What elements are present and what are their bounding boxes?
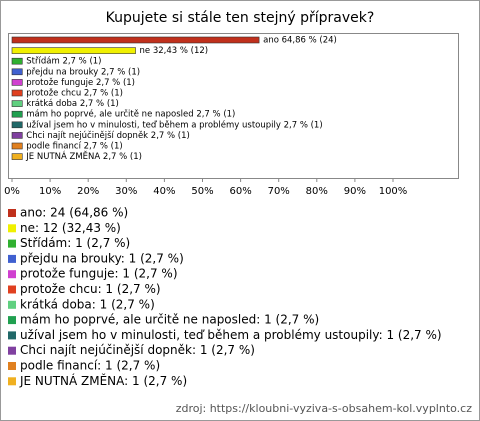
bar (11, 100, 23, 107)
x-tick-label: 50% (191, 186, 213, 197)
bar (11, 110, 23, 118)
legend-label: podle financí: 1 (2,7 %) (20, 359, 160, 373)
value-label: podle financí 2,7 % (1) (26, 142, 122, 152)
bar (11, 121, 23, 129)
bar (11, 153, 23, 160)
legend-swatch (8, 239, 16, 248)
x-tick-label: 100% (379, 186, 408, 197)
value-label: krátká doba 2,7 % (1) (26, 99, 119, 109)
legend-swatch (8, 254, 16, 263)
x-tick-label: 40% (153, 186, 175, 197)
legend-label: mám ho poprvé, ale určitě ne naposled: 1… (20, 313, 319, 327)
legend-label: protože chcu: 1 (2,7 %) (20, 282, 161, 296)
legend-label: ano: 24 (64,86 %) (20, 206, 128, 220)
bar (11, 57, 23, 65)
value-label: protože funguje 2,7 % (1) (26, 78, 135, 88)
bar (11, 36, 260, 44)
bar (11, 47, 136, 54)
value-label: Střídám 2,7 % (1) (26, 57, 101, 67)
bar (11, 142, 23, 150)
x-tick-label: 60% (229, 186, 251, 197)
value-label: ne 32,43 % (12) (140, 46, 209, 56)
legend-label: JE NUTNÁ ZMĚNA: 1 (2,7 %) (19, 373, 187, 388)
legend-label: přejdu na brouky: 1 (2,7 %) (20, 251, 184, 265)
legend-label: Chci najít nejúčinější dopněk: 1 (2,7 %) (20, 343, 255, 357)
legend-swatch (8, 362, 16, 370)
bar (11, 68, 23, 76)
legend-label: užíval jsem ho v minulosti, teď během a … (20, 328, 442, 342)
x-tick-label: 30% (115, 186, 137, 197)
bar (11, 89, 23, 97)
source: zdroj: https://kloubni-vyziva-s-obsahem-… (176, 402, 473, 415)
x-tick-label: 20% (77, 186, 99, 197)
bar (11, 79, 23, 86)
x-tick-label: 10% (39, 186, 61, 197)
value-label: přejdu na brouky 2,7 % (1) (26, 67, 140, 77)
legend-swatch (8, 377, 16, 386)
legend-swatch (8, 316, 16, 325)
legend-swatch (8, 346, 16, 355)
legend-label: Střídám: 1 (2,7 %) (20, 236, 130, 250)
value-label: ano 64,86 % (24) (263, 36, 337, 46)
legend-label: protože funguje: 1 (2,7 %) (20, 267, 178, 281)
chart-title: Kupujete si stále ten stejný přípravek? (106, 10, 375, 26)
legend-swatch (8, 331, 16, 340)
x-tick-label: 0% (4, 186, 20, 197)
value-label: mám ho poprvé, ale určitě ne naposled 2,… (26, 109, 235, 120)
legend-swatch (8, 224, 16, 233)
value-label: protože chcu 2,7 % (1) (26, 89, 123, 99)
x-tick-label: 80% (306, 186, 328, 197)
value-label: Chci najít nejúčinější dopněk 2,7 % (1) (26, 130, 190, 141)
legend-swatch (8, 270, 16, 279)
bar (11, 132, 23, 139)
value-label: JE NUTNÁ ZMĚNA 2,7 % (1) (25, 150, 142, 162)
plot-box (8, 33, 459, 179)
legend-swatch (8, 285, 16, 294)
x-tick-label: 90% (344, 186, 366, 197)
value-label: užíval jsem ho v minulosti, teď během a … (26, 119, 322, 130)
x-tick-label: 70% (268, 186, 290, 197)
legend-swatch (8, 209, 16, 217)
legend-label: krátká doba: 1 (2,7 %) (20, 297, 155, 311)
legend-swatch (8, 300, 16, 309)
legend-label: ne: 12 (32,43 %) (20, 221, 121, 235)
